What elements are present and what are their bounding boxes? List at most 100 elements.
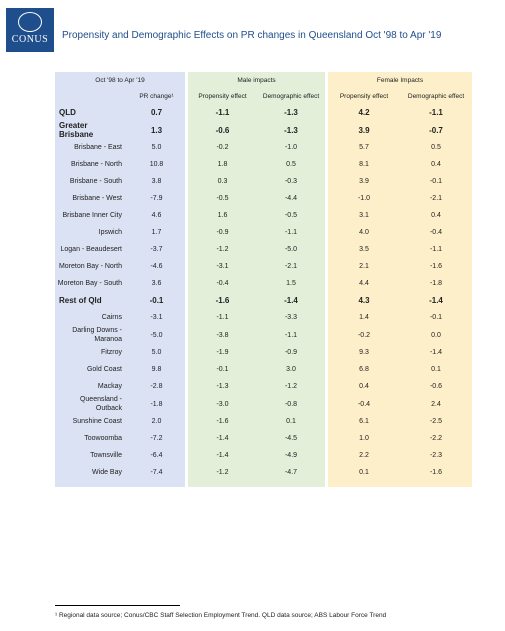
value-cell: -0.6 (188, 121, 257, 139)
value-cell: -2.1 (400, 190, 472, 207)
value-cell: -3.0 (188, 395, 257, 413)
region-name: Brisbane - North (55, 156, 128, 173)
gap (185, 156, 188, 173)
table-row: Brisbane - East 5.0 -0.2 -1.0 5.7 0.5 (55, 139, 472, 156)
gap (325, 241, 328, 258)
gap (185, 275, 188, 292)
gap (325, 72, 328, 88)
value-cell: 0.4 (328, 378, 400, 395)
value-cell: 0.4 (400, 156, 472, 173)
value-cell: -7.4 (128, 464, 185, 481)
value-cell: -1.4 (188, 447, 257, 464)
region-name: Moreton Bay - North (55, 258, 128, 275)
table-row: Gold Coast 9.8 -0.1 3.0 6.8 0.1 (55, 361, 472, 378)
value-cell: 3.1 (328, 207, 400, 224)
region-name: Mackay (55, 378, 128, 395)
value-cell: 0.1 (328, 464, 400, 481)
region-name: Moreton Bay - South (55, 275, 128, 292)
gap (185, 395, 188, 413)
table-row: Townsville -6.4 -1.4 -4.9 2.2 -2.3 (55, 447, 472, 464)
value-cell: -4.9 (257, 447, 325, 464)
region-name: Logan - Beaudesert (55, 241, 128, 258)
value-cell: -1.1 (400, 104, 472, 121)
gap (185, 378, 188, 395)
gap (325, 413, 328, 430)
value-cell: 0.5 (400, 139, 472, 156)
gap (325, 173, 328, 190)
value-cell: -5.0 (257, 241, 325, 258)
gap (325, 361, 328, 378)
panel-fill (55, 481, 128, 487)
value-cell: 2.1 (328, 258, 400, 275)
value-cell: -0.1 (188, 361, 257, 378)
logo-mark (18, 12, 42, 32)
value-cell: -0.3 (257, 173, 325, 190)
value-cell: -0.6 (400, 378, 472, 395)
value-cell: -2.3 (400, 447, 472, 464)
value-cell: -4.6 (128, 258, 185, 275)
region-name: Townsville (55, 447, 128, 464)
region-name: Brisbane Inner City (55, 207, 128, 224)
period-header: Oct '98 to Apr '19 (55, 72, 185, 88)
value-cell: -3.1 (188, 258, 257, 275)
value-cell: 0.5 (257, 156, 325, 173)
value-cell: 1.3 (128, 121, 185, 139)
table-row: Rest of Qld -0.1 -1.6 -1.4 4.3 -1.4 (55, 292, 472, 309)
value-cell: 0.7 (128, 104, 185, 121)
gap (325, 88, 328, 104)
gap (185, 413, 188, 430)
region-name: Queensland - Outback (55, 395, 128, 413)
gap (325, 447, 328, 464)
logo-text: CONUS (11, 34, 49, 45)
value-cell: -1.1 (257, 224, 325, 241)
value-cell: 4.4 (328, 275, 400, 292)
value-cell: 6.1 (328, 413, 400, 430)
value-cell: -7.9 (128, 190, 185, 207)
value-cell: 2.0 (128, 413, 185, 430)
value-cell: -0.2 (188, 139, 257, 156)
gap (185, 72, 188, 88)
gap (325, 139, 328, 156)
table-row: Greater Brisbane 1.3 -0.6 -1.3 3.9 -0.7 (55, 121, 472, 139)
value-cell: -2.8 (128, 378, 185, 395)
panel-bottom (55, 481, 472, 487)
value-cell: 5.0 (128, 139, 185, 156)
table-row: Mackay -2.8 -1.3 -1.2 0.4 -0.6 (55, 378, 472, 395)
footnote-rule (55, 605, 180, 606)
panel-fill (185, 481, 188, 487)
value-cell: -2.1 (257, 258, 325, 275)
table-row: Brisbane - West -7.9 -0.5 -4.4 -1.0 -2.1 (55, 190, 472, 207)
value-cell: -1.1 (257, 326, 325, 344)
table-row: Ipswich 1.7 -0.9 -1.1 4.0 -0.4 (55, 224, 472, 241)
table-row: Toowoomba -7.2 -1.4 -4.5 1.0 -2.2 (55, 430, 472, 447)
value-cell: 0.0 (400, 326, 472, 344)
header-row: Oct '98 to Apr '19 Male impacts Female I… (55, 72, 472, 88)
gap (325, 207, 328, 224)
blank-cell (55, 88, 128, 104)
region-name: QLD (55, 104, 128, 121)
value-cell: -4.4 (257, 190, 325, 207)
value-cell: 2.4 (400, 395, 472, 413)
region-name: Wide Bay (55, 464, 128, 481)
value-cell: -1.4 (188, 430, 257, 447)
gap (185, 292, 188, 309)
gap (325, 190, 328, 207)
gap (325, 309, 328, 326)
gap (185, 464, 188, 481)
value-cell: -1.1 (188, 309, 257, 326)
value-cell: -0.1 (128, 292, 185, 309)
value-cell: -1.6 (188, 413, 257, 430)
gap (325, 275, 328, 292)
value-cell: 10.8 (128, 156, 185, 173)
value-cell: -0.1 (400, 309, 472, 326)
value-cell: -1.2 (188, 464, 257, 481)
gap (185, 121, 188, 139)
value-cell: -0.4 (400, 224, 472, 241)
value-cell: -1.3 (257, 104, 325, 121)
table-row: Moreton Bay - North -4.6 -3.1 -2.1 2.1 -1.6 (55, 258, 472, 275)
value-cell: -1.3 (257, 121, 325, 139)
value-cell: -1.4 (400, 344, 472, 361)
region-name: Ipswich (55, 224, 128, 241)
gap (185, 88, 188, 104)
value-cell: -3.3 (257, 309, 325, 326)
